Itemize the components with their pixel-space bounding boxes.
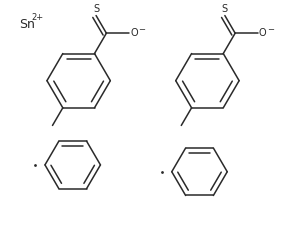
Text: O: O <box>130 28 138 38</box>
Text: −: − <box>138 25 145 34</box>
Text: S: S <box>93 4 99 14</box>
Text: 2+: 2+ <box>31 12 43 22</box>
Text: −: − <box>267 25 274 34</box>
Text: O: O <box>259 28 267 38</box>
Text: Sn: Sn <box>19 18 35 31</box>
Text: S: S <box>222 4 228 14</box>
